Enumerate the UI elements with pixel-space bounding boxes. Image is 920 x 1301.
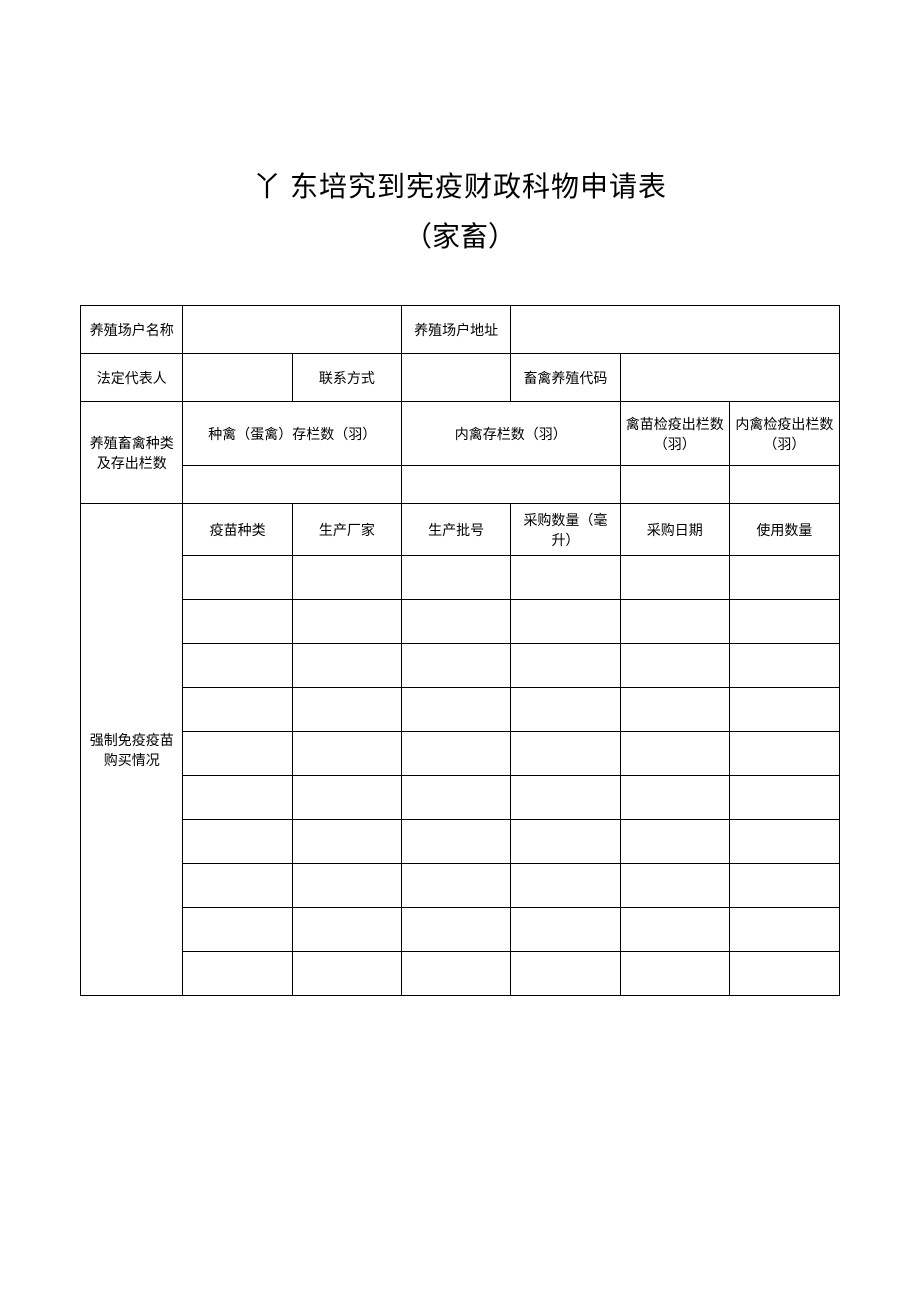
table-cell[interactable] <box>620 600 729 644</box>
table-cell[interactable] <box>402 600 511 644</box>
label-meat-out: 内禽检疫出栏数（羽） <box>729 402 839 466</box>
table-cell[interactable] <box>292 952 401 996</box>
table-cell[interactable] <box>292 644 401 688</box>
table-cell[interactable] <box>292 820 401 864</box>
table-cell[interactable] <box>292 732 401 776</box>
value-meat-poultry[interactable] <box>402 466 621 504</box>
label-manufacturer: 生产厂家 <box>292 504 401 556</box>
table-cell[interactable] <box>729 688 839 732</box>
table-cell[interactable] <box>402 864 511 908</box>
value-seedling-out[interactable] <box>620 466 729 504</box>
table-cell[interactable] <box>183 908 292 952</box>
table-cell[interactable] <box>402 820 511 864</box>
label-seedling-out: 禽苗检疫出栏数（羽） <box>620 402 729 466</box>
document-title: 丫 东培究到宪疫财政科物申请表 <box>80 165 840 205</box>
table-cell[interactable] <box>402 908 511 952</box>
table-cell[interactable] <box>183 556 292 600</box>
table-cell[interactable] <box>620 820 729 864</box>
value-breeding-poultry[interactable] <box>183 466 402 504</box>
table-cell[interactable] <box>511 688 620 732</box>
table-cell[interactable] <box>729 600 839 644</box>
label-vaccine-type: 疫苗种类 <box>183 504 292 556</box>
table-cell[interactable] <box>183 732 292 776</box>
table-cell[interactable] <box>402 732 511 776</box>
table-cell[interactable] <box>292 864 401 908</box>
table-cell[interactable] <box>729 776 839 820</box>
table-cell[interactable] <box>729 908 839 952</box>
label-breeding-code: 畜禽养殖代码 <box>511 354 620 402</box>
table-cell[interactable] <box>729 864 839 908</box>
table-cell[interactable] <box>183 644 292 688</box>
value-breeding-code[interactable] <box>620 354 839 402</box>
value-contact[interactable] <box>402 354 511 402</box>
label-breeding-poultry: 种禽（蛋禽）存栏数（羽） <box>183 402 402 466</box>
table-cell[interactable] <box>729 732 839 776</box>
label-legal-rep: 法定代表人 <box>81 354 183 402</box>
table-cell[interactable] <box>183 776 292 820</box>
application-form-table: 养殖场户名称 养殖场户地址 法定代表人 联系方式 畜禽养殖代码 养殖畜禽种类及存… <box>80 305 840 996</box>
table-cell[interactable] <box>620 952 729 996</box>
label-species-stock: 养殖畜禽种类及存出栏数 <box>81 402 183 504</box>
table-cell[interactable] <box>511 600 620 644</box>
table-cell[interactable] <box>511 556 620 600</box>
table-cell[interactable] <box>511 644 620 688</box>
value-farm-name[interactable] <box>183 306 402 354</box>
table-cell[interactable] <box>620 908 729 952</box>
table-cell[interactable] <box>402 952 511 996</box>
label-farm-name: 养殖场户名称 <box>81 306 183 354</box>
table-cell[interactable] <box>620 644 729 688</box>
table-cell[interactable] <box>292 776 401 820</box>
table-cell[interactable] <box>511 820 620 864</box>
table-cell[interactable] <box>620 732 729 776</box>
table-cell[interactable] <box>402 776 511 820</box>
table-cell[interactable] <box>729 820 839 864</box>
table-cell[interactable] <box>729 644 839 688</box>
table-cell[interactable] <box>402 644 511 688</box>
document-subtitle: （家畜） <box>80 215 840 255</box>
table-cell[interactable] <box>511 732 620 776</box>
table-cell[interactable] <box>183 864 292 908</box>
table-cell[interactable] <box>620 864 729 908</box>
label-usage-qty: 使用数量 <box>729 504 839 556</box>
table-cell[interactable] <box>729 556 839 600</box>
table-cell[interactable] <box>183 688 292 732</box>
label-farm-address: 养殖场户地址 <box>402 306 511 354</box>
table-cell[interactable] <box>402 688 511 732</box>
label-vaccine-purchase: 强制免疫疫苗购买情况 <box>81 504 183 996</box>
page-container: 丫 东培究到宪疫财政科物申请表 （家畜） 养殖场户名称 养殖场户地址 法定代表人… <box>0 0 920 996</box>
label-purchase-date: 采购日期 <box>620 504 729 556</box>
table-cell[interactable] <box>511 908 620 952</box>
table-cell[interactable] <box>292 600 401 644</box>
table-cell[interactable] <box>183 600 292 644</box>
table-cell[interactable] <box>511 864 620 908</box>
table-cell[interactable] <box>620 776 729 820</box>
table-cell[interactable] <box>402 556 511 600</box>
label-contact: 联系方式 <box>292 354 401 402</box>
label-batch-no: 生产批号 <box>402 504 511 556</box>
table-cell[interactable] <box>511 776 620 820</box>
table-cell[interactable] <box>729 952 839 996</box>
table-cell[interactable] <box>620 556 729 600</box>
table-cell[interactable] <box>292 908 401 952</box>
table-cell[interactable] <box>292 688 401 732</box>
table-cell[interactable] <box>511 952 620 996</box>
label-purchase-qty: 采购数量（毫升） <box>511 504 620 556</box>
table-cell[interactable] <box>292 556 401 600</box>
value-legal-rep[interactable] <box>183 354 292 402</box>
label-meat-poultry: 内禽存栏数（羽） <box>402 402 621 466</box>
table-cell[interactable] <box>183 952 292 996</box>
table-cell[interactable] <box>620 688 729 732</box>
value-meat-out[interactable] <box>729 466 839 504</box>
table-cell[interactable] <box>183 820 292 864</box>
value-farm-address[interactable] <box>511 306 840 354</box>
